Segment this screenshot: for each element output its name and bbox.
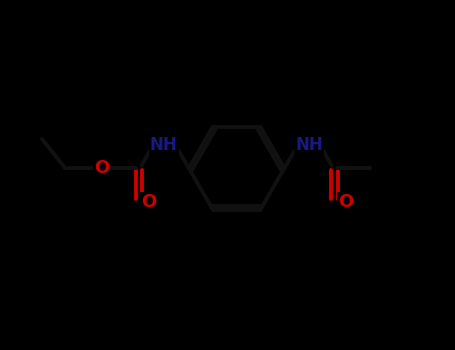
Text: NH: NH [150,135,178,154]
Text: O: O [338,193,353,211]
Text: O: O [141,193,157,211]
Text: O: O [94,159,109,177]
Text: NH: NH [295,135,323,154]
